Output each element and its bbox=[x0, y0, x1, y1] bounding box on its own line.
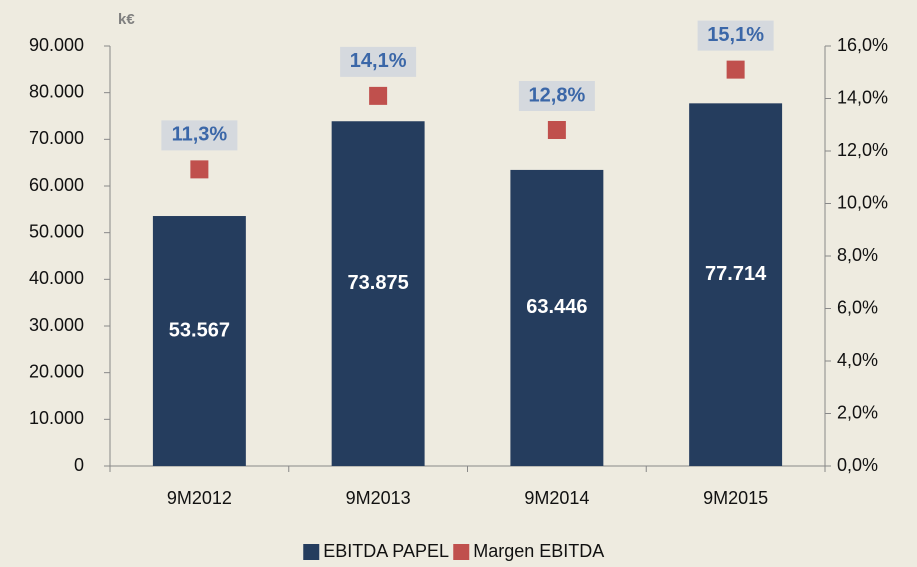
marker bbox=[726, 60, 745, 79]
bar bbox=[331, 121, 425, 466]
label-box bbox=[161, 120, 238, 151]
y2-tick-label: 6,0% bbox=[837, 297, 878, 317]
legend-swatch bbox=[303, 544, 320, 560]
legend-label: Margen EBITDA bbox=[473, 541, 604, 561]
bar-value-label: 77.714 bbox=[705, 263, 767, 285]
marker-value-label: 15,1% bbox=[707, 24, 764, 46]
marker bbox=[547, 121, 566, 139]
y-tick-label: 90.000 bbox=[29, 35, 84, 55]
y-tick-label: 10.000 bbox=[29, 408, 84, 428]
bar-value-label: 53.567 bbox=[169, 319, 230, 341]
marker-value-label: 11,3% bbox=[172, 124, 228, 146]
y2-tick-label: 0,0% bbox=[837, 455, 878, 475]
legend-label: EBITDA PAPEL bbox=[323, 541, 449, 561]
label-box bbox=[697, 20, 774, 51]
marker-value-label: 12,8% bbox=[529, 84, 586, 106]
legend-swatch bbox=[453, 544, 470, 560]
x-tick-label: 9M2015 bbox=[703, 488, 768, 508]
y-tick-label: 40.000 bbox=[29, 268, 84, 288]
y2-tick-label: 16,0% bbox=[837, 35, 888, 55]
marker bbox=[369, 86, 388, 105]
label-box bbox=[518, 81, 595, 111]
marker bbox=[190, 160, 209, 179]
bar-value-label: 73.875 bbox=[348, 272, 409, 294]
y-tick-label: 50.000 bbox=[29, 221, 84, 241]
y2-tick-label: 12,0% bbox=[837, 140, 888, 160]
x-tick-label: 9M2012 bbox=[167, 488, 232, 508]
y-tick-label: 70.000 bbox=[29, 128, 84, 148]
x-tick-label: 9M2014 bbox=[524, 488, 589, 508]
y2-tick-label: 14,0% bbox=[837, 87, 888, 107]
label-box bbox=[340, 46, 417, 77]
bar-value-label: 63.446 bbox=[526, 296, 587, 318]
y2-tick-label: 4,0% bbox=[837, 350, 878, 370]
y-axis-unit: k€ bbox=[118, 11, 135, 28]
y-tick-label: 60.000 bbox=[29, 175, 84, 195]
y2-tick-label: 8,0% bbox=[837, 245, 878, 265]
bar bbox=[152, 216, 246, 466]
y-tick-label: 30.000 bbox=[29, 315, 84, 335]
y-tick-label: 80.000 bbox=[29, 81, 84, 101]
y-tick-label: 20.000 bbox=[29, 361, 84, 381]
y2-tick-label: 2,0% bbox=[837, 402, 878, 422]
bar bbox=[689, 103, 783, 467]
y2-tick-label: 10,0% bbox=[837, 192, 888, 212]
marker-value-label: 14,1% bbox=[350, 50, 407, 72]
y-tick-label: 0 bbox=[74, 455, 84, 475]
bar bbox=[510, 169, 604, 466]
x-tick-label: 9M2013 bbox=[346, 488, 411, 508]
